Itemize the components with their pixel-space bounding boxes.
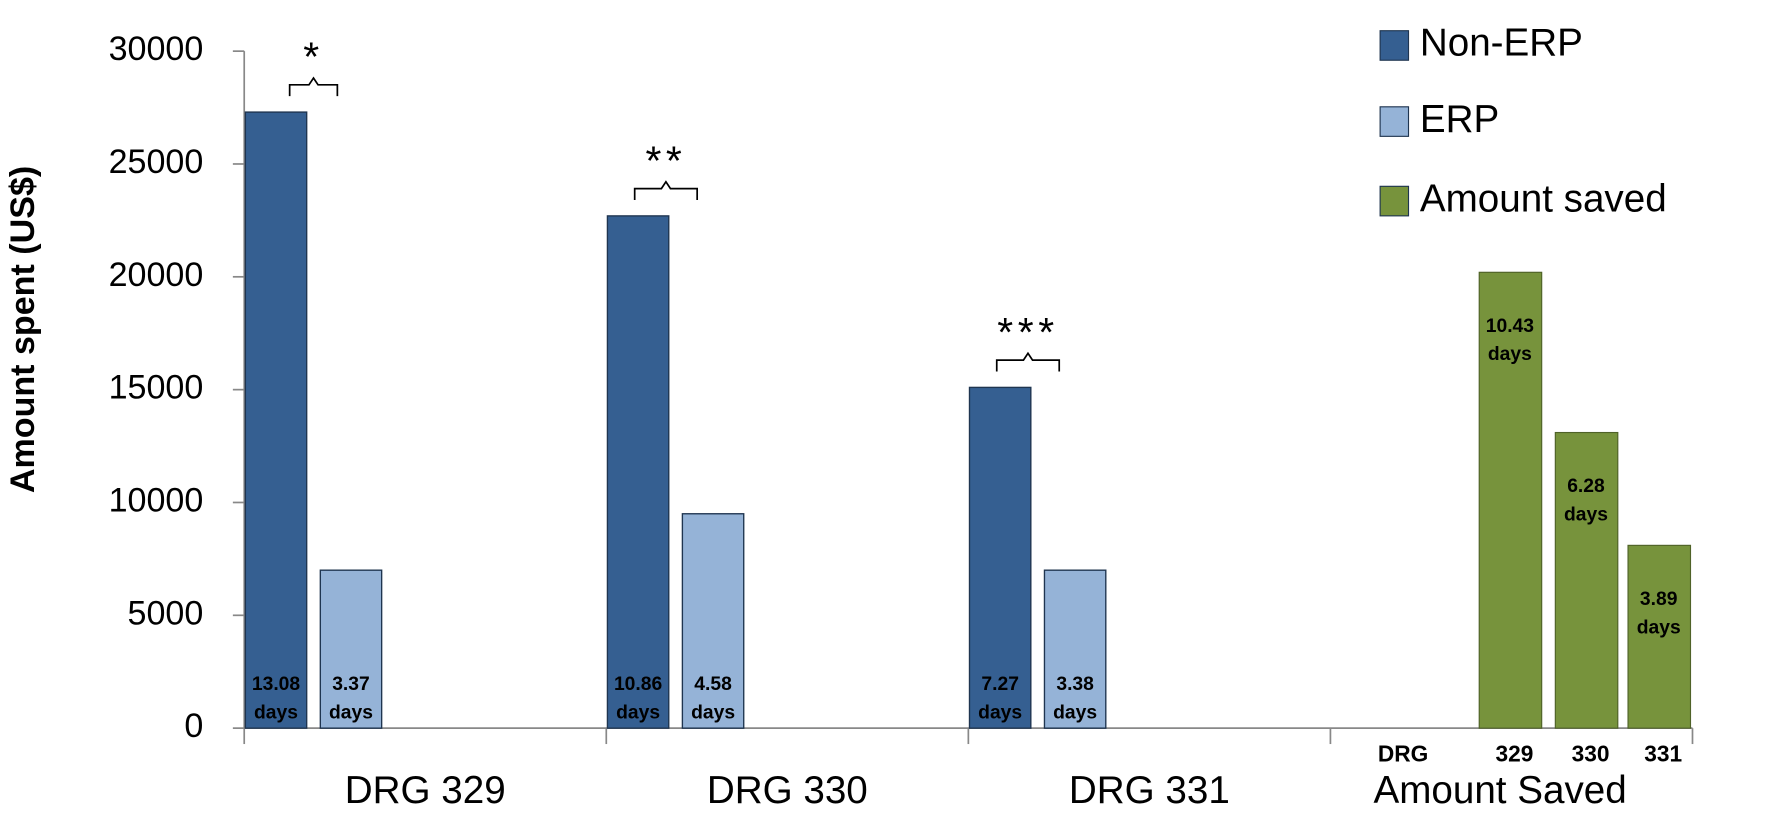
bar-label: 4.58 days bbox=[691, 674, 735, 723]
legend-label: ERP bbox=[1420, 98, 1499, 141]
y-axis-label: Amount spent (US$) bbox=[4, 166, 42, 493]
significance-label: *** bbox=[997, 309, 1058, 355]
bar bbox=[1478, 271, 1543, 729]
bar bbox=[319, 569, 383, 729]
legend-label: Amount saved bbox=[1420, 177, 1667, 220]
bar-label: 6.28 days bbox=[1564, 476, 1608, 525]
x-tick-label: DRG 329 bbox=[345, 769, 506, 812]
bar bbox=[1043, 569, 1107, 729]
bar-label: 3.38 days bbox=[1053, 674, 1097, 723]
bar-label: 7.27 days bbox=[978, 674, 1022, 723]
x-tick-label: DRG 331 bbox=[1069, 769, 1230, 812]
bar-label: 10.43 days bbox=[1486, 316, 1535, 365]
y-tick-label: 20000 bbox=[109, 256, 204, 294]
legend-swatch bbox=[1379, 185, 1410, 217]
bar-label: 13.08 days bbox=[252, 674, 301, 723]
y-tick-label: 5000 bbox=[128, 594, 204, 632]
y-tick-label: 10000 bbox=[109, 481, 204, 519]
bar bbox=[968, 386, 1032, 729]
sub-tick-label: 330 bbox=[1572, 740, 1610, 766]
legend-swatch bbox=[1379, 106, 1410, 137]
legend-label: Non-ERP bbox=[1420, 22, 1583, 65]
y-tick-label: 0 bbox=[184, 707, 203, 745]
x-tick-label: Amount Saved bbox=[1373, 769, 1626, 812]
significance-label: ** bbox=[645, 137, 686, 183]
significance-bracket bbox=[995, 351, 1061, 372]
y-tick-label: 30000 bbox=[109, 30, 204, 68]
bar bbox=[244, 111, 308, 729]
bar bbox=[606, 215, 670, 729]
significance-label: * bbox=[303, 34, 323, 80]
sub-tick-label: 329 bbox=[1495, 740, 1533, 766]
significance-bracket bbox=[633, 180, 699, 200]
significance-bracket bbox=[288, 76, 339, 97]
bar-label: 3.89 days bbox=[1637, 589, 1681, 638]
x-tick-label: DRG 330 bbox=[707, 769, 868, 812]
bar-label: 3.37 days bbox=[329, 674, 373, 723]
sub-axis-label: DRG bbox=[1378, 740, 1428, 766]
bar bbox=[1554, 431, 1619, 729]
bar bbox=[681, 513, 745, 729]
bar bbox=[1627, 544, 1692, 729]
sub-tick-label: 331 bbox=[1644, 740, 1682, 766]
legend-swatch bbox=[1379, 30, 1410, 61]
bar-label: 10.86 days bbox=[614, 674, 663, 723]
y-tick-label: 25000 bbox=[109, 143, 204, 181]
y-tick-label: 15000 bbox=[109, 369, 204, 407]
